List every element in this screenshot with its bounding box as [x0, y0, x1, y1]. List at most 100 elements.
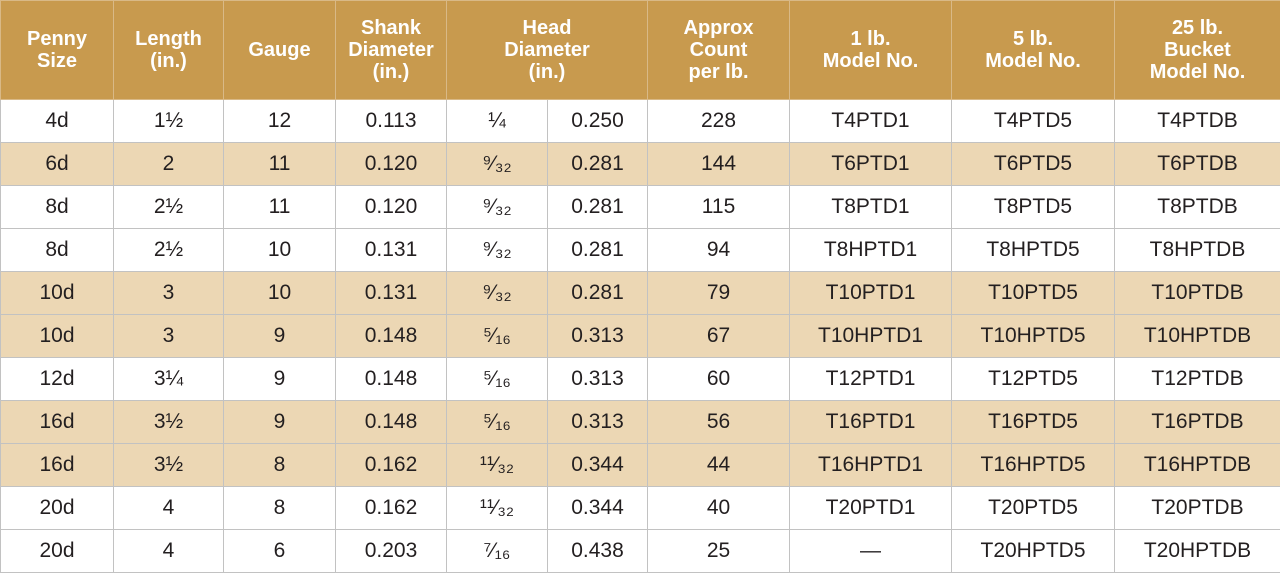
cell-penny-size: 4d — [0, 99, 114, 143]
table-row: 12d 3¼ 9 0.148 ⁵⁄₁₆ 0.313 60 T12PTD1 T12… — [0, 357, 1280, 401]
cell-head-diameter-fraction: ⁵⁄₁₆ — [446, 357, 548, 401]
cell-length: 3¼ — [113, 357, 224, 401]
cell-penny-size: 20d — [0, 529, 114, 573]
cell-head-diameter-fraction: ⁹⁄₃₂ — [446, 142, 548, 186]
cell-model-25lb: T20HPTDB — [1114, 529, 1280, 573]
cell-head-diameter-fraction: ¼ — [446, 99, 548, 143]
cell-head-diameter-decimal: 0.281 — [546, 185, 649, 229]
cell-model-5lb: T12PTD5 — [951, 357, 1116, 401]
col-header-penny-size: Penny Size — [0, 0, 114, 100]
cell-approx-count: 228 — [647, 99, 791, 143]
cell-shank-diameter: 0.162 — [335, 486, 447, 530]
cell-penny-size: 10d — [0, 314, 114, 358]
table-row: 20d 4 6 0.203 ⁷⁄₁₆ 0.438 25 — T20HPTD5 T… — [0, 529, 1280, 573]
table-row: 6d 2 11 0.120 ⁹⁄₃₂ 0.281 144 T6PTD1 T6PT… — [0, 142, 1280, 186]
cell-head-diameter-decimal: 0.313 — [546, 357, 649, 401]
cell-length: 2 — [113, 142, 224, 186]
col-header-model-25lb: 25 lb. Bucket Model No. — [1114, 0, 1280, 100]
cell-head-diameter-decimal: 0.313 — [546, 314, 649, 358]
cell-head-diameter-fraction: ⁹⁄₃₂ — [446, 271, 548, 315]
cell-gauge: 11 — [223, 185, 336, 229]
cell-gauge: 9 — [223, 400, 336, 444]
cell-approx-count: 60 — [647, 357, 791, 401]
cell-penny-size: 16d — [0, 443, 114, 487]
cell-shank-diameter: 0.131 — [335, 228, 447, 272]
cell-model-25lb: T16PTDB — [1114, 400, 1280, 444]
cell-head-diameter-decimal: 0.438 — [546, 529, 649, 573]
cell-penny-size: 8d — [0, 185, 114, 229]
cell-approx-count: 44 — [647, 443, 791, 487]
cell-length: 1½ — [113, 99, 224, 143]
cell-model-25lb: T16HPTDB — [1114, 443, 1280, 487]
cell-model-5lb: T6PTD5 — [951, 142, 1116, 186]
cell-model-1lb: T8PTD1 — [789, 185, 953, 229]
cell-head-diameter-decimal: 0.250 — [546, 99, 649, 143]
cell-model-25lb: T10PTDB — [1114, 271, 1280, 315]
cell-shank-diameter: 0.162 — [335, 443, 447, 487]
cell-gauge: 11 — [223, 142, 336, 186]
table-row: 10d 3 10 0.131 ⁹⁄₃₂ 0.281 79 T10PTD1 T10… — [0, 271, 1280, 315]
col-header-length: Length (in.) — [113, 0, 224, 100]
cell-gauge: 12 — [223, 99, 336, 143]
cell-model-1lb: T10HPTD1 — [789, 314, 953, 358]
cell-approx-count: 79 — [647, 271, 791, 315]
cell-model-1lb: T8HPTD1 — [789, 228, 953, 272]
cell-model-5lb: T8PTD5 — [951, 185, 1116, 229]
cell-model-1lb: T16HPTD1 — [789, 443, 953, 487]
col-header-approx-count: Approx Count per lb. — [647, 0, 791, 100]
cell-shank-diameter: 0.113 — [335, 99, 447, 143]
cell-head-diameter-decimal: 0.344 — [546, 486, 649, 530]
cell-length: 3½ — [113, 400, 224, 444]
cell-model-1lb: T16PTD1 — [789, 400, 953, 444]
cell-model-25lb: T8HPTDB — [1114, 228, 1280, 272]
cell-model-25lb: T4PTDB — [1114, 99, 1280, 143]
table-row: 20d 4 8 0.162 ¹¹⁄₃₂ 0.344 40 T20PTD1 T20… — [0, 486, 1280, 530]
cell-model-5lb: T8HPTD5 — [951, 228, 1116, 272]
cell-gauge: 8 — [223, 486, 336, 530]
cell-shank-diameter: 0.120 — [335, 142, 447, 186]
cell-model-1lb: T12PTD1 — [789, 357, 953, 401]
cell-head-diameter-fraction: ⁷⁄₁₆ — [446, 529, 548, 573]
cell-gauge: 8 — [223, 443, 336, 487]
table-row: 16d 3½ 8 0.162 ¹¹⁄₃₂ 0.344 44 T16HPTD1 T… — [0, 443, 1280, 487]
cell-length: 2½ — [113, 185, 224, 229]
cell-approx-count: 56 — [647, 400, 791, 444]
cell-model-25lb: T12PTDB — [1114, 357, 1280, 401]
cell-model-5lb: T4PTD5 — [951, 99, 1116, 143]
cell-head-diameter-decimal: 0.281 — [546, 142, 649, 186]
cell-head-diameter-fraction: ⁵⁄₁₆ — [446, 314, 548, 358]
col-header-model-1lb: 1 lb. Model No. — [789, 0, 953, 100]
table-row: 10d 3 9 0.148 ⁵⁄₁₆ 0.313 67 T10HPTD1 T10… — [0, 314, 1280, 358]
cell-length: 3 — [113, 314, 224, 358]
cell-penny-size: 20d — [0, 486, 114, 530]
col-header-shank-diameter: Shank Diameter (in.) — [335, 0, 447, 100]
cell-penny-size: 10d — [0, 271, 114, 315]
cell-penny-size: 6d — [0, 142, 114, 186]
cell-penny-size: 12d — [0, 357, 114, 401]
cell-model-1lb: T4PTD1 — [789, 99, 953, 143]
cell-length: 4 — [113, 486, 224, 530]
cell-model-25lb: T8PTDB — [1114, 185, 1280, 229]
header-row: Penny Size Length (in.) Gauge Shank Diam… — [0, 0, 1280, 100]
cell-model-25lb: T20PTDB — [1114, 486, 1280, 530]
cell-approx-count: 115 — [647, 185, 791, 229]
cell-penny-size: 16d — [0, 400, 114, 444]
cell-model-5lb: T10PTD5 — [951, 271, 1116, 315]
cell-gauge: 6 — [223, 529, 336, 573]
cell-penny-size: 8d — [0, 228, 114, 272]
cell-model-1lb: T6PTD1 — [789, 142, 953, 186]
cell-shank-diameter: 0.148 — [335, 357, 447, 401]
cell-length: 3½ — [113, 443, 224, 487]
table-row: 8d 2½ 11 0.120 ⁹⁄₃₂ 0.281 115 T8PTD1 T8P… — [0, 185, 1280, 229]
cell-model-25lb: T10HPTDB — [1114, 314, 1280, 358]
cell-shank-diameter: 0.148 — [335, 314, 447, 358]
cell-approx-count: 40 — [647, 486, 791, 530]
cell-model-5lb: T20PTD5 — [951, 486, 1116, 530]
cell-model-25lb: T6PTDB — [1114, 142, 1280, 186]
cell-gauge: 9 — [223, 357, 336, 401]
cell-head-diameter-fraction: ¹¹⁄₃₂ — [446, 486, 548, 530]
table-row: 8d 2½ 10 0.131 ⁹⁄₃₂ 0.281 94 T8HPTD1 T8H… — [0, 228, 1280, 272]
cell-shank-diameter: 0.203 — [335, 529, 447, 573]
table-row: 16d 3½ 9 0.148 ⁵⁄₁₆ 0.313 56 T16PTD1 T16… — [0, 400, 1280, 444]
